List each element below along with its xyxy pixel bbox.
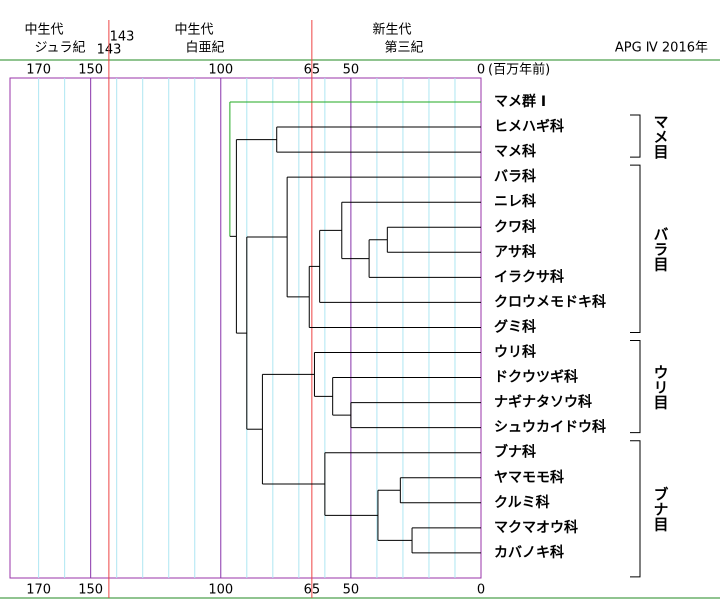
tick-label: 65 <box>304 583 321 598</box>
order-bracket <box>630 340 641 434</box>
leaf-label: マメ科 <box>494 143 536 160</box>
source: APG Ⅳ 2016年 <box>615 41 708 56</box>
leaf-label: クワ科 <box>494 218 536 235</box>
era: 新生代 <box>372 22 411 38</box>
leaf-label: ヤマモモ科 <box>494 469 564 486</box>
leaf-label: マメ群 I <box>494 93 546 110</box>
tick-label: 50 <box>343 583 360 598</box>
order-bracket <box>630 440 641 578</box>
era: 中生代 <box>24 23 63 38</box>
leaf-label: ナギナタソウ科 <box>494 394 592 411</box>
leaf-label: グミ科 <box>494 318 536 335</box>
leaf-label: ドクウツギ科 <box>494 369 578 386</box>
tick-label: 170 <box>26 583 51 598</box>
leaf-label: ウリ科 <box>494 344 536 361</box>
period: ジュラ紀 <box>34 41 85 56</box>
tick-label: 65 <box>304 63 321 78</box>
leaf-label: シュウカイドウ科 <box>494 419 606 436</box>
leaf-label: クロウメモドキ科 <box>494 293 606 310</box>
order-label: バラ目 <box>652 226 670 272</box>
tick-label: 100 <box>208 63 233 78</box>
leaf-label: ヒメハギ科 <box>494 118 564 135</box>
order-bracket <box>630 114 641 158</box>
order-label: マメ目 <box>652 114 670 160</box>
period: 白亜紀 <box>185 40 224 56</box>
leaf-label: アサ科 <box>494 243 536 260</box>
leaf-label: カバノキ科 <box>494 544 564 561</box>
tick-label: 50 <box>343 63 360 78</box>
tick-label: 150 <box>78 583 103 598</box>
leaf-label: バラ科 <box>494 168 536 185</box>
era: 中生代 <box>174 23 213 38</box>
order-bracket <box>630 164 641 333</box>
plot-frame <box>9 77 482 579</box>
boundary-label: 143 <box>110 30 135 45</box>
tick-label: 150 <box>78 63 103 78</box>
order-label: ウリ目 <box>652 364 670 410</box>
leaf-label: イラクサ科 <box>494 268 564 285</box>
tick-label: 170 <box>26 63 51 78</box>
period: 第三紀 <box>384 41 423 56</box>
leaf-label: マクマオウ科 <box>494 519 578 536</box>
order-label: ブナ目 <box>652 486 670 533</box>
leaf-label: クルミ科 <box>494 494 550 511</box>
tick-label: 0 <box>477 63 485 78</box>
tick-label: 0 <box>477 583 485 598</box>
leaf-label: ブナ科 <box>494 444 536 461</box>
leaf-label: ニレ科 <box>494 193 536 210</box>
tick-label: 100 <box>208 583 233 598</box>
axis-unit: (百万年前) <box>488 62 550 78</box>
